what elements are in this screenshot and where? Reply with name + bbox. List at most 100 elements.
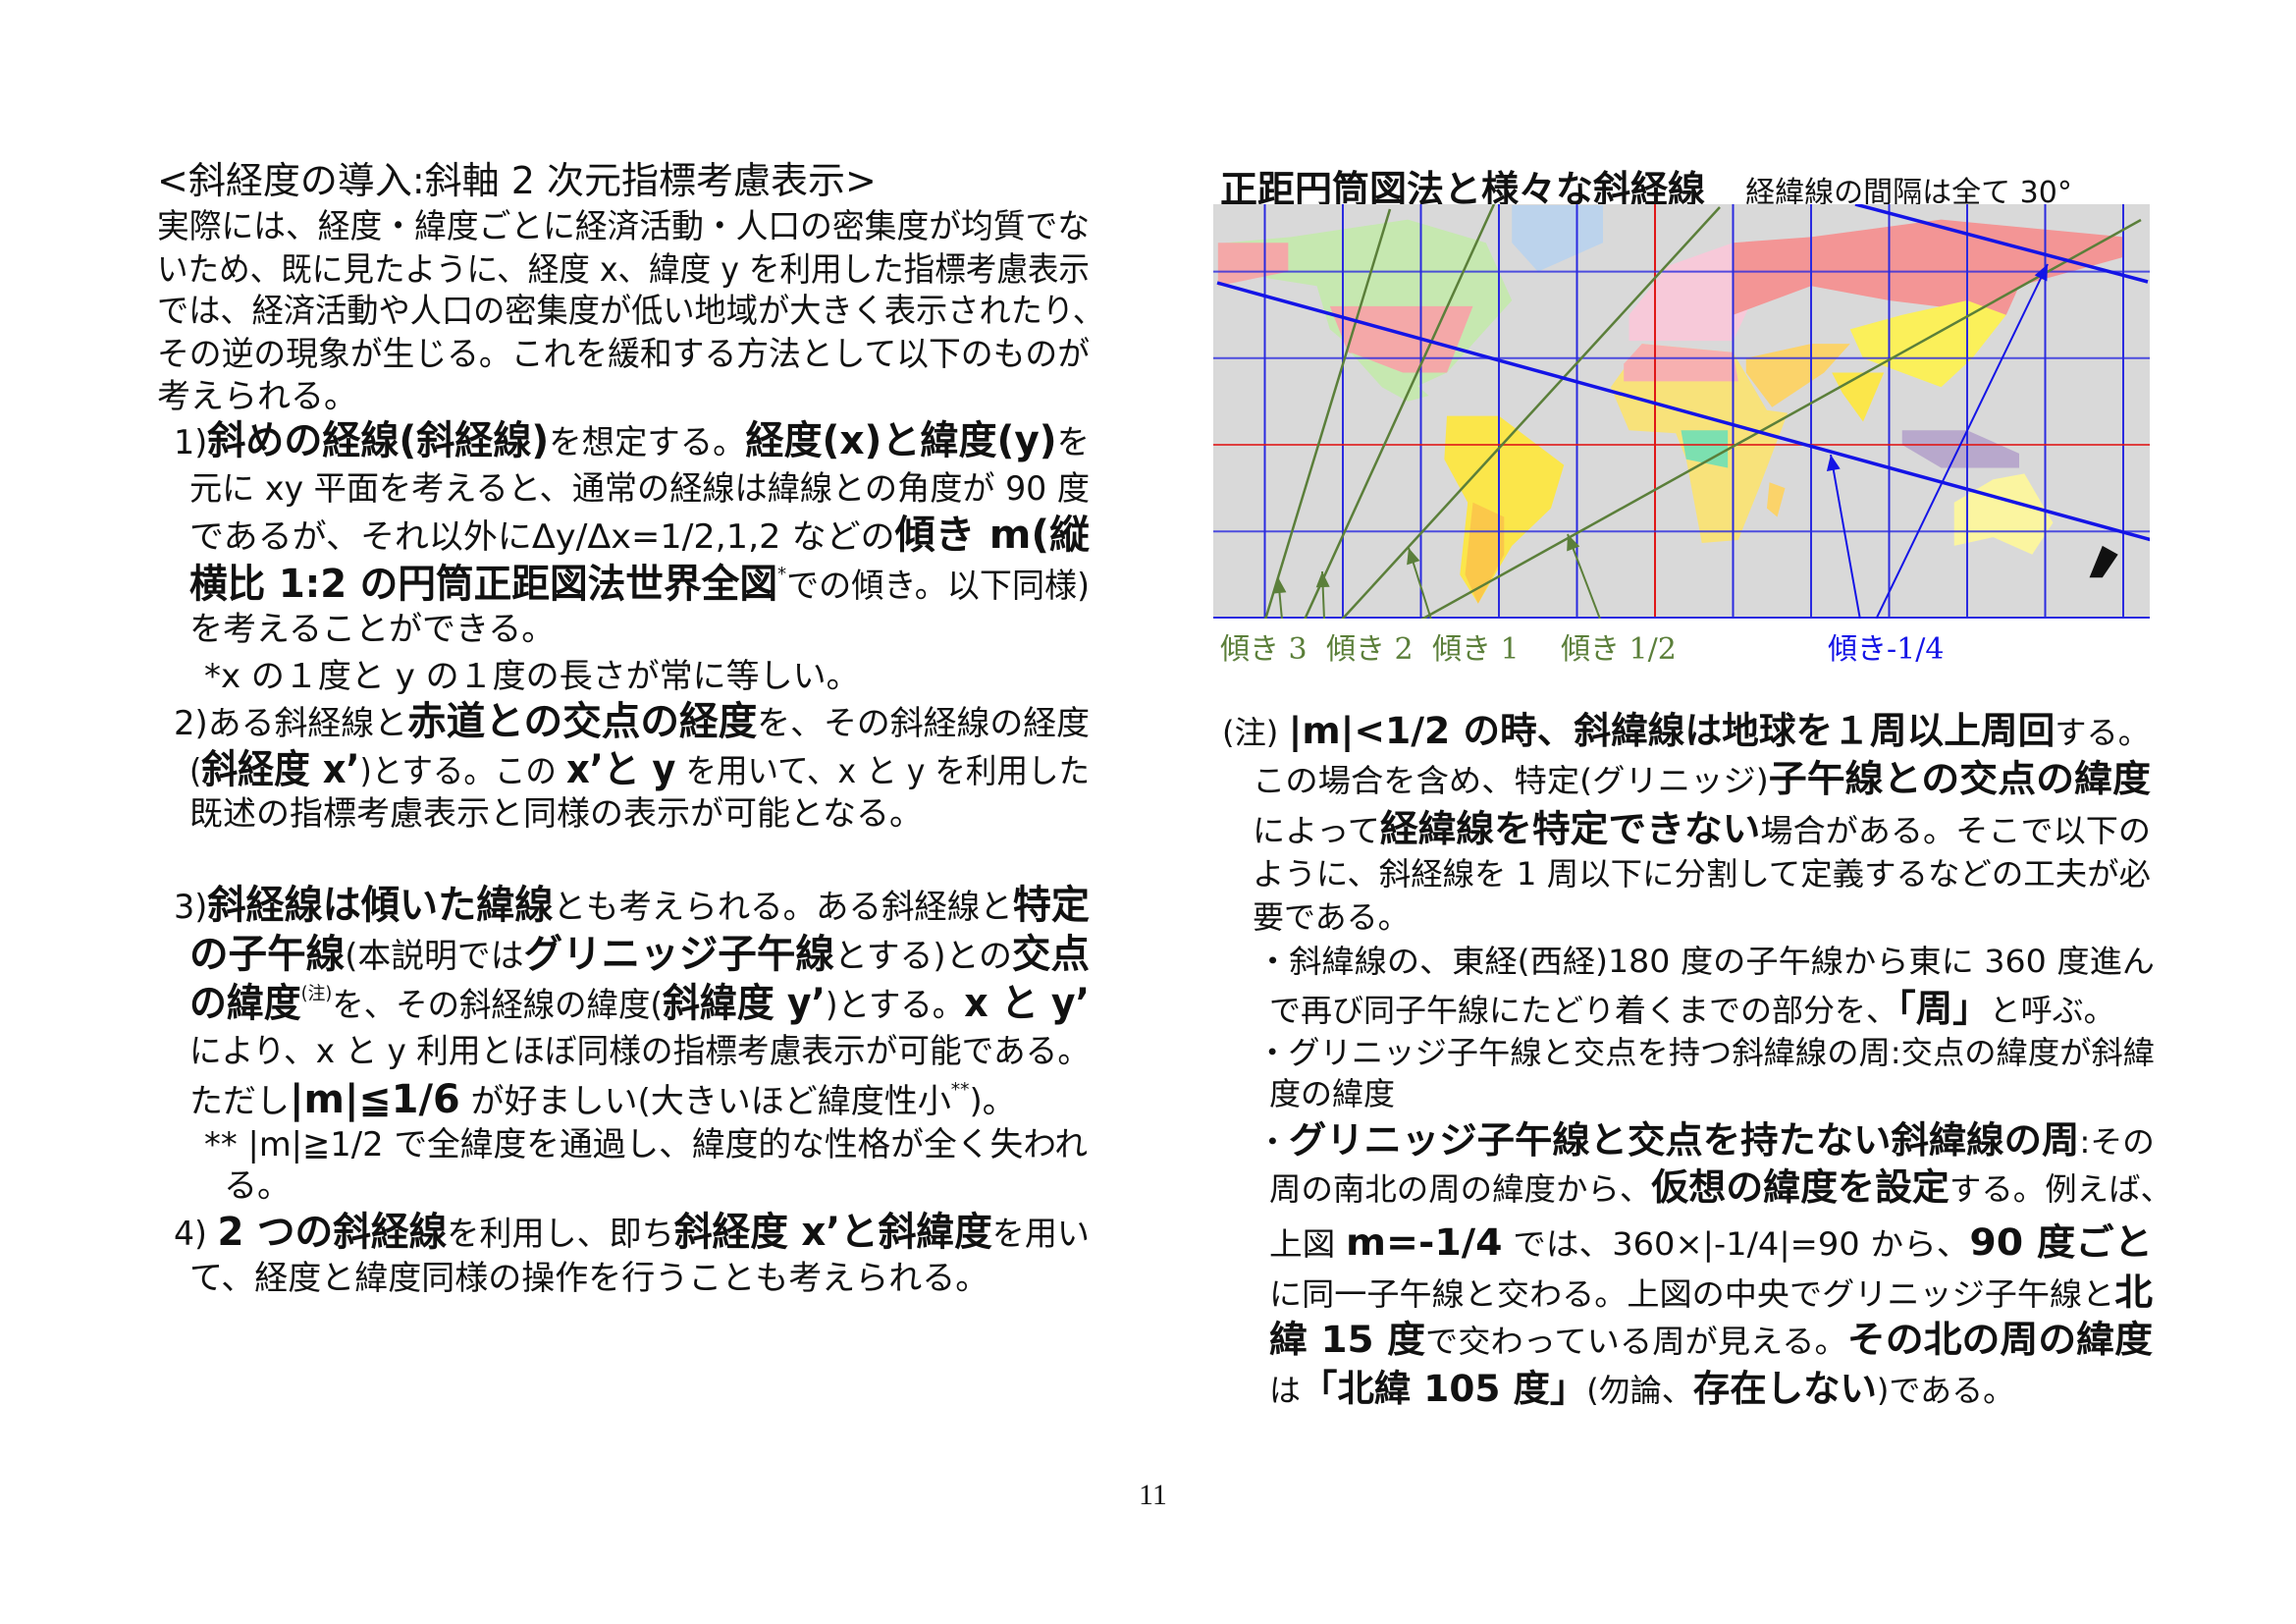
text: によって [1253,812,1380,849]
oblique-line-slope-2 [1304,204,1496,619]
arrow-slope-1-head [1407,548,1420,566]
bold-text: 緯 15 度 [1269,1318,1426,1361]
superscript-note: ** [950,1080,970,1102]
bold-text: 斜緯度 y’ [662,981,826,1026]
arrow-slope-3-head [1272,577,1287,594]
text: では、経済活動や人口の密集度が低い地域が大きく表示されたり、 [157,292,1104,331]
text-line: 既述の指標考慮表示と同様の表示が可能となる。 [189,797,923,831]
bold-text: の緯度 [189,981,301,1026]
text-line: る。 [224,1169,291,1203]
label-slope-1: 傾き 1 [1432,632,1520,667]
superscript-note: * [777,565,787,586]
section-title: <斜経度の導入:斜軸 2 次元指標考慮表示> [157,159,877,202]
text: )。 [969,1082,1016,1121]
text: )とする。この [359,752,566,791]
oblique-line-slope-1 [1341,206,1721,619]
text: 既述の指標考慮表示と同様の表示が可能となる。 [189,794,923,834]
text-line: は「北緯 105 度」(勿論、存在しない)である。 [1269,1370,2014,1407]
text-line: *x の１度と y の１度の長さが常に等しい。 [204,660,860,693]
text-line: で再び同子午線にたどり着くまでの部分を、「周」と呼ぶ。 [1269,990,2115,1029]
text-line: 考えられる。 [157,380,357,413]
map-title-main: 正距円筒図法と様々な斜経線 [1220,168,1706,211]
text: が好ましい(大きいほど緯度性小 [459,1082,951,1121]
text-line: 周の南北の周の緯度から、仮想の緯度を設定する。例えば、 [1269,1168,2172,1206]
text: ・斜緯線の、東経(西経)180 度の子午線から東に 360 度進ん [1256,943,2155,980]
text: を [1056,423,1090,462]
text: により、x と y 利用とほぼ同様の指標考慮表示が可能である。 [189,1032,1090,1071]
arrow-slope-half-head [1567,534,1580,552]
text: に同一子午線と交わる。上図の中央でグリニッジ子午線と [1269,1275,2115,1313]
bold-text: 斜経度 x’ [201,747,360,792]
text: であるが、それ以外にΔy/Δx=1/2,1,2 などの [189,517,895,557]
middle-east-region [1745,344,1850,407]
bold-text: 斜めの経線(斜経線) [207,418,550,463]
text-line: ただし|m|≦1/6 が好ましい(大きいほど緯度性小**)。 [189,1080,1016,1121]
text: 3) [174,888,208,927]
text-line: によって経緯線を特定できない場合がある。そこで以下の [1253,810,2151,849]
bold-text: 90 度ごと [1969,1220,2153,1264]
russia-region [1733,219,2123,315]
text: する。 [2055,714,2150,751]
text: て、経度と緯度同様の操作を行うことも考えられる。 [189,1259,989,1298]
text: ただし [189,1082,290,1121]
text-line: に同一子午線と交わる。上図の中央でグリニッジ子午線と北 [1269,1273,2153,1313]
southeast-asia-region [1901,430,2019,468]
bold-text: 斜経度 x’と斜緯度 [673,1210,992,1255]
text-line: ・グリニッジ子午線と交点を持たない斜緯線の周:その [1256,1121,2155,1161]
bold-text: 赤道との交点の経度 [407,699,758,744]
text: いため、既に見たように、経度 x、緯度 y を利用した指標考慮表示 [157,250,1090,290]
text: (注) [1222,714,1289,751]
bold-text: 子午線との交点の緯度 [1768,757,2151,800]
superscript-note: (注) [300,984,333,1005]
text: を考えることができる。 [189,610,556,649]
text-line: (斜経度 x’)とする。この x’と y を用いて、x と y を利用した [189,750,1090,791]
new-zealand-region [2089,545,2118,578]
text-line: 度の緯度 [1269,1078,1395,1110]
text: 2)ある斜経線と [174,704,408,743]
text: 1) [174,423,208,462]
text-line: 元に xy 平面を考えると、通常の経線は緯線との角度が 90 度 [189,472,1090,506]
text-line: 要である。 [1253,901,1410,933]
bold-text: 仮想の緯度を設定 [1651,1165,1949,1209]
text: 考えられる。 [157,377,357,416]
text-line: を考えることができる。 [189,613,555,646]
text: 場合がある。そこで以下の [1760,812,2151,849]
bold-text: x と y’ [964,981,1090,1026]
madagascar-region [1766,482,1786,517]
text: *x の１度と y の１度の長さが常に等しい。 [204,657,860,696]
bold-text: m=-1/4 [1346,1220,1503,1264]
text-line: により、x と y 利用とほぼ同様の指標考慮表示が可能である。 [189,1035,1090,1068]
text: 要である。 [1253,898,1410,936]
text-line: いため、既に見たように、経度 x、緯度 y を利用した指標考慮表示 [157,253,1090,287]
bold-text: 横比 1:2 の円筒正距図法世界全図 [189,562,778,607]
bold-text: |m|≦1/6 [290,1077,460,1122]
oblique-line-slope-3 [1263,208,1392,619]
text: (本説明では [345,937,524,976]
text-line: 緯 15 度で交わっている周が見える。その北の周の緯度 [1269,1321,2153,1358]
oblique-line-slope-minus-quarter [1854,204,2149,284]
bold-text: 「北緯 105 度」 [1301,1367,1587,1410]
arrow-slope-minus-quarter-head [2034,264,2048,282]
text: を、その斜経線の経度 [757,704,1090,743]
label-slope-3: 傾き 3 [1220,632,1308,667]
text: る。 [224,1166,291,1206]
text: ・ [1256,1123,1289,1161]
bold-text: 交点 [1011,932,1090,977]
text: 上図 [1269,1225,1347,1263]
greenland-region [1512,204,1603,272]
text-line: 1)斜めの経線(斜経線)を想定する。経度(x)と緯度(y)を [174,421,1090,462]
text-line: の子午線(本説明ではグリニッジ子午線とする)との交点 [189,935,1090,976]
bold-text: グリニッジ子午線 [523,932,834,977]
text: では、360×|-1/4|=90 から、 [1502,1225,1970,1263]
label-slope-half: 傾き 1/2 [1561,632,1677,667]
arrow-slope-minus-quarter-head [1826,455,1841,471]
text-line: 上図 m=-1/4 では、360×|-1/4|=90 から、90 度ごと [1269,1223,2153,1263]
bold-text: 経緯線を特定できない [1379,807,1761,850]
text-line: この場合を含め、特定(グリニッジ)子午線との交点の緯度 [1253,760,2151,797]
text-line: ・斜緯線の、東経(西経)180 度の子午線から東に 360 度進ん [1256,946,2155,977]
bold-text: 経度(x)と緯度(y) [745,418,1057,463]
text: と呼ぶ。 [1989,992,2115,1029]
text-line: では、経済活動や人口の密集度が低い地域が大きく表示されたり、 [157,295,1104,328]
text-line: 実際には、経度・緯度ごとに経済活動・人口の密集度が均質でな [157,210,1090,244]
arrow-slope-minus-quarter [1830,454,1861,619]
